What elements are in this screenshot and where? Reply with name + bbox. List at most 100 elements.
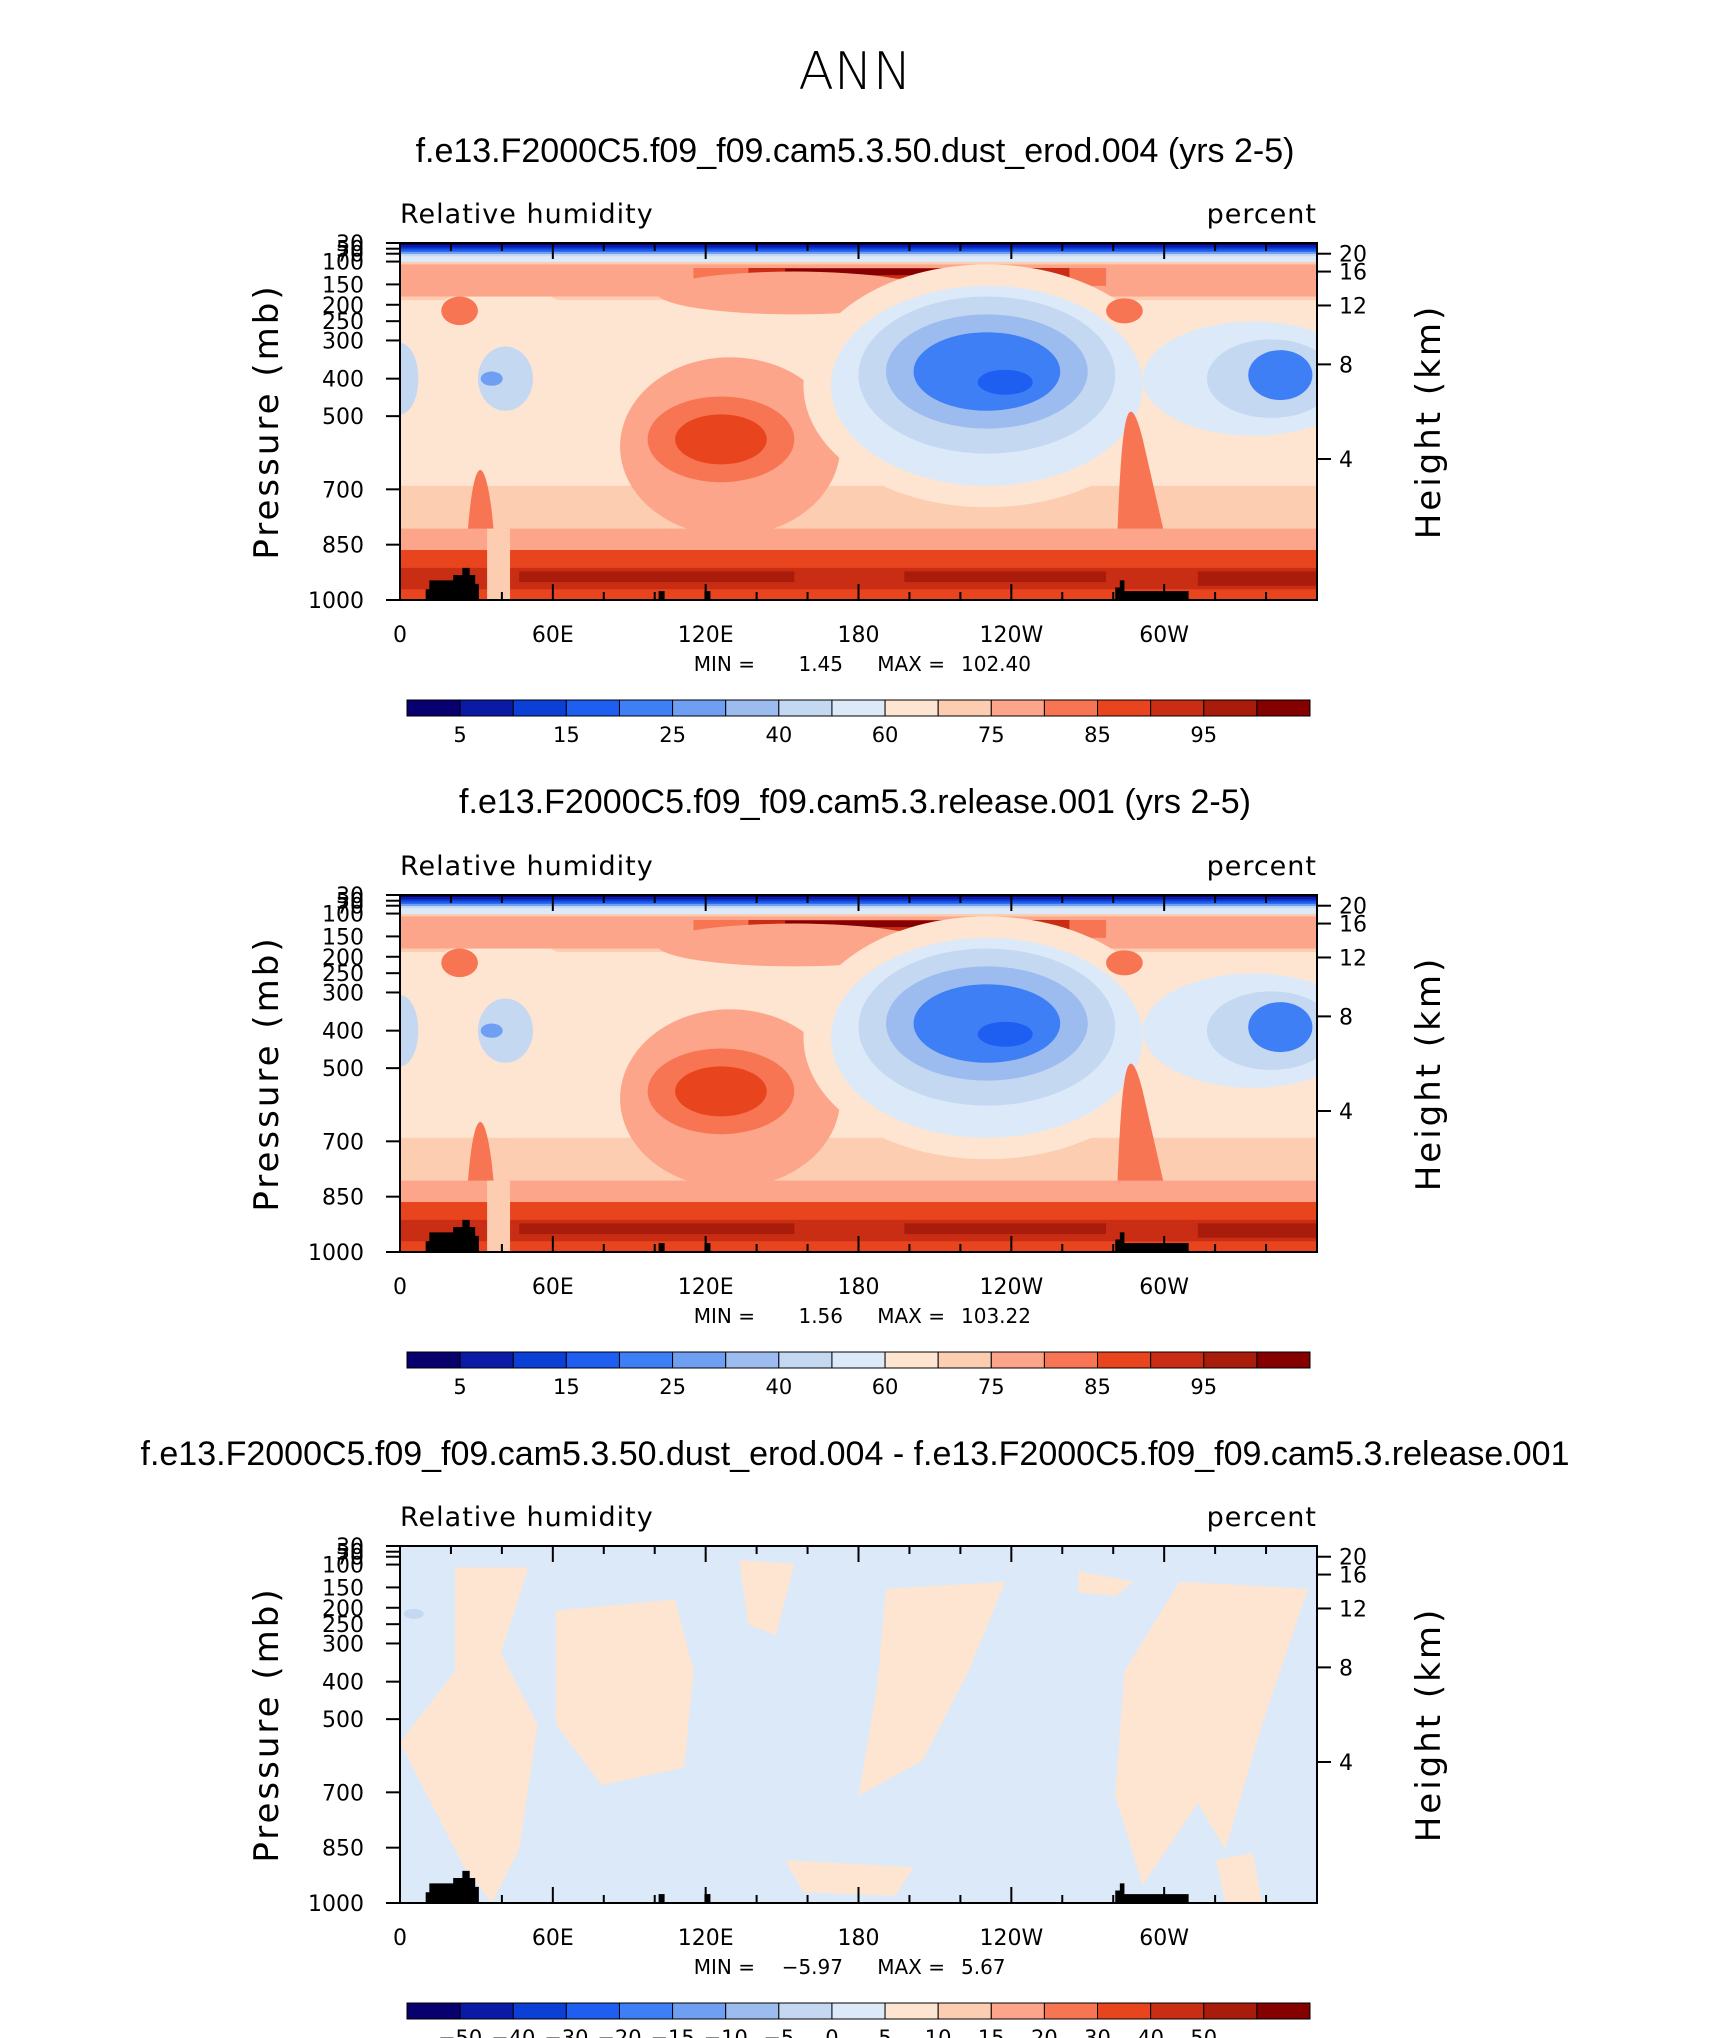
colorbar-label: −30 [544, 2026, 588, 2038]
y-axis-title: Pressure (mb) [247, 283, 287, 559]
colorbar-label: −5 [763, 2026, 794, 2038]
y-tick-label: 500 [322, 405, 364, 430]
field-name: Relative humidity [400, 851, 654, 882]
y-tick-label: 300 [322, 981, 364, 1006]
x-tick-label: 0 [393, 623, 407, 648]
x-tick-label: 120W [979, 1926, 1043, 1951]
x-tick-label: 120E [678, 623, 734, 648]
colorbar-box [1097, 699, 1152, 717]
y-tick-label: 30 [336, 232, 364, 257]
y-tick-label: 200 [322, 294, 364, 319]
colorbar-label: 15 [553, 1375, 580, 1399]
min-label: MIN = [694, 652, 755, 676]
colorbar-label: 0 [825, 2026, 838, 2038]
contour-level-20 [1248, 350, 1313, 401]
colorbar-box [672, 699, 727, 717]
contour-level-pos5 [858, 1581, 1006, 1796]
x-tick-label: 60E [532, 1926, 574, 1951]
x-tick-label: 60W [1139, 1275, 1189, 1300]
x-tick-label: 120W [979, 623, 1043, 648]
topography-andes [1115, 1232, 1189, 1252]
y-axis-title: Pressure (mb) [247, 935, 287, 1211]
colorbar-label: −10 [704, 2026, 748, 2038]
colorbar-box [459, 2002, 514, 2020]
contour-level-60 [487, 528, 511, 600]
colorbar-label: 5 [453, 1375, 466, 1399]
y-tick-label: 1000 [308, 1241, 364, 1266]
topography-ridge [658, 1894, 665, 1903]
contour-level-30 [477, 998, 533, 1063]
field-name: Relative humidity [400, 1502, 654, 1533]
panel-2-title: f.e13.F2000C5.f09_f09.cam5.3.release.001… [459, 783, 1251, 821]
y-tick-label: 400 [322, 1671, 364, 1696]
colorbar-box [1150, 1351, 1205, 1369]
colorbar-box [406, 699, 461, 717]
colorbar-box [990, 2002, 1045, 2020]
colorbar-box [1203, 699, 1258, 717]
contour-field [400, 1546, 1317, 1903]
y-tick-label: 100 [322, 251, 364, 276]
colorbar-label: 5 [453, 723, 466, 747]
topography-ridge [658, 1243, 665, 1252]
colorbar-box [565, 2002, 620, 2020]
y-axis-right-title: Height (km) [1409, 1607, 1449, 1843]
colorbar-box [512, 2002, 567, 2020]
y-right-tick-label: 16 [1339, 913, 1367, 938]
contour-level-60 [487, 1180, 511, 1252]
topography-africa [425, 1219, 479, 1252]
y-axis-right-title: Height (km) [1409, 956, 1449, 1192]
colorbar-box [778, 2002, 833, 2020]
y-right-tick-label: 12 [1339, 946, 1367, 971]
contour-level-pos5 [785, 1860, 914, 1896]
y-tick-label: 150 [322, 925, 364, 950]
contour-level-neg10 [403, 1608, 424, 1619]
y-tick-label: 50 [336, 1541, 364, 1566]
max-value: 5.67 [961, 1955, 1006, 1979]
x-tick-label: 180 [838, 623, 880, 648]
colorbar-label: 40 [765, 1375, 792, 1399]
contour-level-20 [913, 984, 1061, 1063]
y-right-tick-label: 4 [1339, 448, 1353, 473]
contour-level-pos5 [739, 1560, 795, 1636]
colorbar-box [884, 699, 939, 717]
panel-2: Relative humidity percent 0 60E 120E 180 120W 6… [247, 851, 1449, 1399]
y-tick-label: 250 [322, 962, 364, 987]
colorbar-box [831, 1351, 886, 1369]
contour-level-pos5 [400, 1567, 538, 1903]
contour-level-80 [441, 296, 478, 326]
y-tick-label: 70 [336, 895, 364, 920]
max-label: MAX = [877, 1955, 945, 1979]
y-tick-label: 700 [322, 1130, 364, 1155]
y-right-tick-label: 16 [1339, 1564, 1367, 1589]
colorbar-box [512, 699, 567, 717]
contour-level-15 [977, 1021, 1033, 1047]
colorbar-label: −50 [438, 2026, 482, 2038]
contour-level-80 [1106, 298, 1143, 324]
topography-andes [1115, 1883, 1189, 1903]
units-label: percent [1207, 1502, 1317, 1533]
colorbar-box [618, 699, 674, 717]
y-tick-label: 70 [336, 243, 364, 268]
contour-level-40 [400, 258, 1317, 262]
x-tick-label: 60E [532, 1275, 574, 1300]
colorbar-box [937, 699, 992, 717]
colorbar-label: −20 [597, 2026, 641, 2038]
colorbar-box [990, 1351, 1045, 1369]
colorbar-box [1203, 1351, 1258, 1369]
contour-field [400, 243, 1317, 600]
colorbar-label: 95 [1190, 1375, 1217, 1399]
x-tick-label: 180 [838, 1275, 880, 1300]
y-tick-label: 1000 [308, 589, 364, 614]
colorbar-box [1097, 2002, 1152, 2020]
colorbar-box [1043, 699, 1099, 717]
max-value: 102.40 [961, 652, 1031, 676]
colorbar-box [618, 1351, 674, 1369]
topography-africa [425, 567, 479, 600]
min-value: 1.45 [798, 652, 843, 676]
colorbar-label: 60 [872, 1375, 899, 1399]
min-value: −5.97 [782, 1955, 843, 1979]
field-name: Relative humidity [400, 199, 654, 230]
colorbar-box [1203, 2002, 1258, 2020]
colorbar-label: −15 [650, 2026, 694, 2038]
